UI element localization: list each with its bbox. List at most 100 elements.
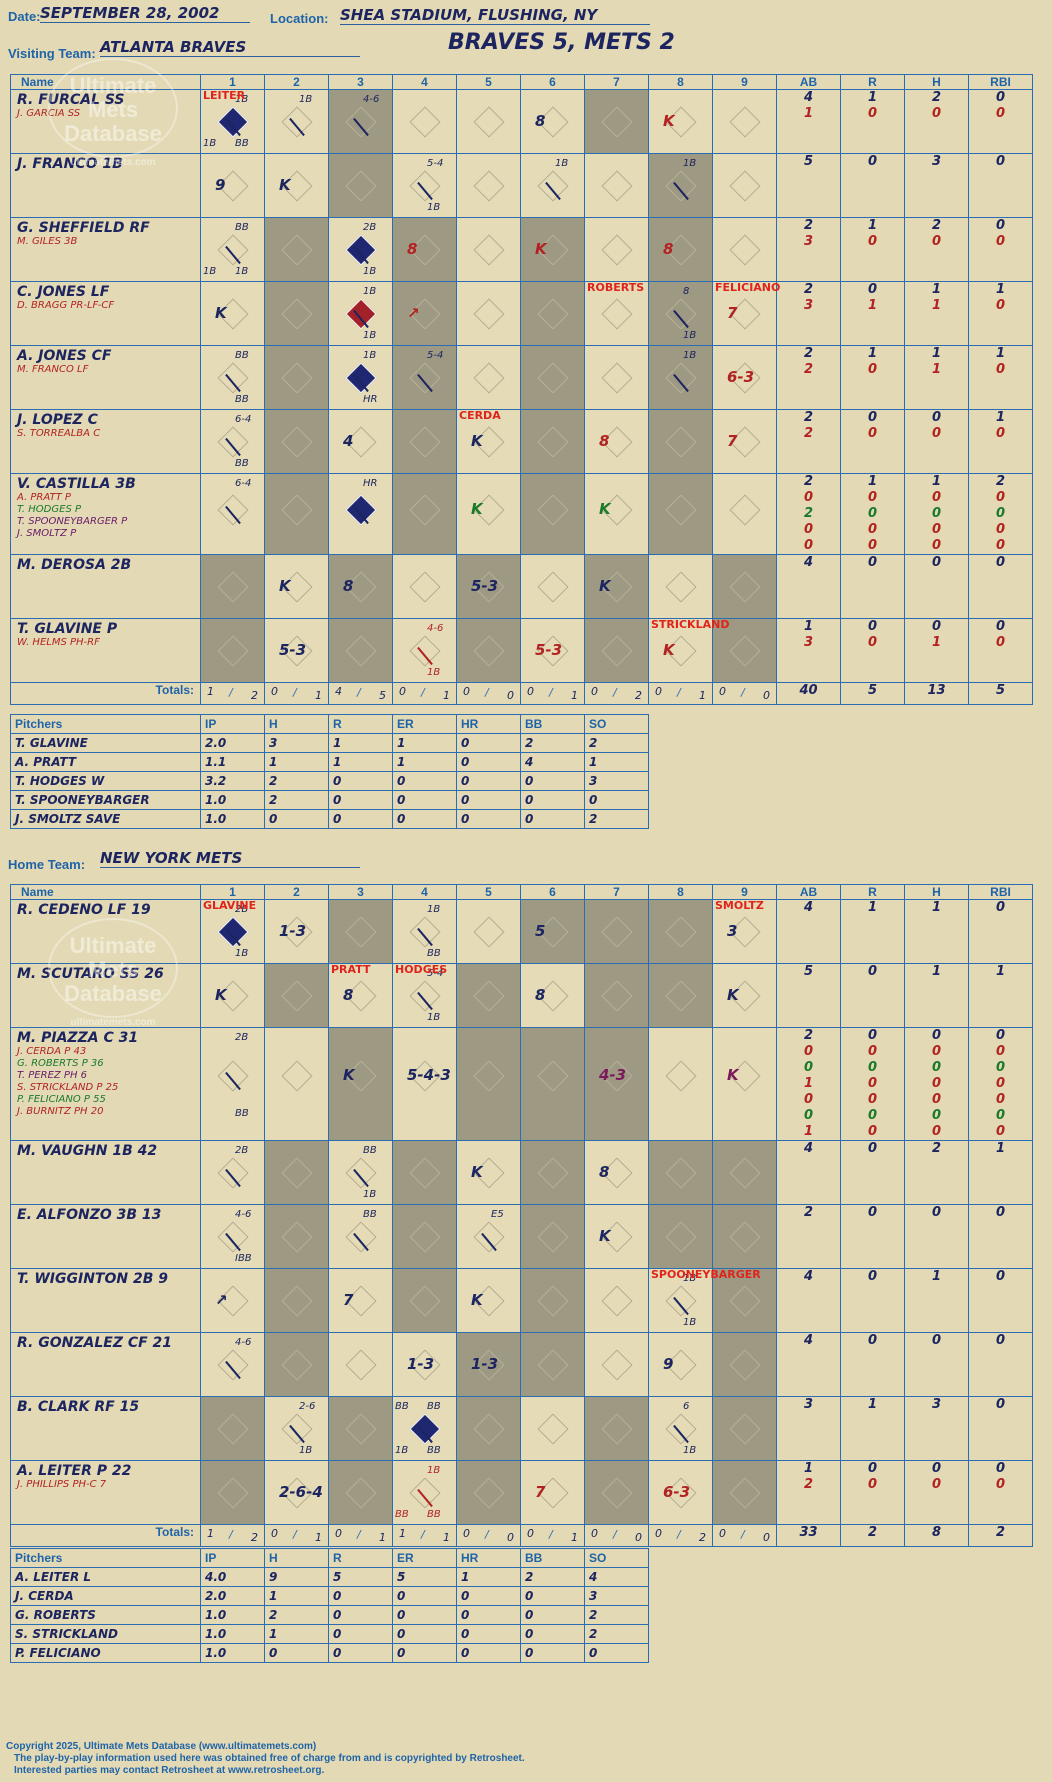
stat-value: 0	[931, 1092, 942, 1107]
inning-runs-hits: 0 / 1	[264, 682, 329, 705]
play-note: 6	[683, 1401, 690, 1412]
stat-value: 2	[931, 90, 942, 106]
play-note: BB	[235, 394, 249, 405]
inning-hits: 2	[699, 1531, 706, 1544]
stat-value: 0	[995, 362, 1006, 377]
play-note: BB	[235, 458, 249, 469]
stat-value: 2	[995, 474, 1006, 490]
stat-rbi: 0	[968, 1396, 1033, 1461]
play-note: 5-4	[427, 968, 444, 979]
stat-r: 1	[840, 1396, 905, 1461]
stat-value: 0	[995, 154, 1006, 170]
play-note: 4-6	[235, 1337, 252, 1348]
stat-value: 0	[995, 635, 1006, 650]
scored-run-diamond	[409, 1413, 441, 1445]
slash-divider: /	[229, 1528, 233, 1541]
batter-name: E. ALFONZO 3B 13	[17, 1207, 162, 1223]
play-result: ↗	[407, 304, 420, 322]
pitching-stat: 0	[456, 1643, 521, 1663]
base-diamond	[473, 635, 505, 667]
inning-cell	[648, 963, 713, 1028]
stat-value: 0	[867, 410, 878, 426]
play-note: 2B	[363, 222, 377, 233]
stat-value: 0	[995, 1028, 1006, 1044]
batter-row: J. LOPEZ C S. TORREALBA C 6-4 BB 4 K CERDA 8 7 2 2…	[10, 409, 1033, 474]
batter-name-cell: E. ALFONZO 3B 13	[10, 1204, 201, 1269]
base-diamond	[473, 234, 505, 266]
stat-value: 1	[867, 474, 878, 490]
base-diamond	[665, 1221, 697, 1253]
stat-value: 3	[931, 154, 942, 170]
inning-runs: 0	[719, 1527, 726, 1540]
base-diamond	[217, 426, 249, 458]
stat-value: 0	[995, 1269, 1006, 1285]
inning-cell	[584, 618, 649, 683]
inning-cell	[712, 1204, 777, 1269]
inning-cell: 9	[200, 153, 265, 218]
inning-cell	[200, 554, 265, 619]
stat-value: 0	[867, 619, 878, 635]
base-diamond	[601, 1413, 633, 1445]
stat-value: 1	[931, 900, 942, 916]
inning-cell: BB BB	[200, 345, 265, 410]
play-result: 6-3	[727, 368, 755, 386]
stat-ab: 5	[776, 153, 841, 218]
base-diamond	[537, 170, 569, 202]
pitching-stat: 2	[264, 771, 329, 791]
base-diamond	[665, 1413, 697, 1445]
pitching-stat: 1	[264, 1586, 329, 1606]
stat-value: 0	[995, 1124, 1006, 1139]
pitching-stat: 1	[392, 752, 457, 772]
play-note: BB	[427, 1445, 441, 1456]
inning-cell: 7	[712, 409, 777, 474]
stat-ab: 4	[776, 899, 841, 964]
base-diamond	[665, 426, 697, 458]
play-note: BB	[235, 138, 249, 149]
play-note: 1B	[427, 1012, 441, 1023]
base-diamond	[729, 635, 761, 667]
base-diamond	[537, 362, 569, 394]
play-result: 5	[535, 922, 546, 940]
slash-divider: /	[485, 1528, 489, 1541]
stat-value: 3	[803, 234, 814, 249]
stat-value: 2	[803, 282, 814, 298]
pitching-header: H	[264, 714, 329, 734]
column-header: Name	[10, 884, 201, 900]
play-result: 8	[407, 240, 418, 258]
pitching-stat: 0	[456, 1605, 521, 1625]
play-result: 8	[535, 986, 546, 1004]
inning-cell	[392, 554, 457, 619]
stat-value: 2	[803, 410, 814, 426]
stat-value: 2	[803, 362, 814, 377]
column-header: 3	[328, 74, 393, 90]
slash-divider: /	[613, 686, 617, 699]
pitcher-row: T. GLAVINE 2.0 3 1 1 0 2 2	[10, 733, 649, 753]
pitching-stat: 0	[392, 1643, 457, 1663]
batter-name-cell: T. WIGGINTON 2B 9	[10, 1268, 201, 1333]
scored-run-diamond	[345, 494, 377, 526]
play-result: 7	[727, 304, 738, 322]
pitching-stat: 0	[264, 1643, 329, 1663]
stat-ab: 3	[776, 1396, 841, 1461]
stat-rbi: 0	[968, 899, 1033, 964]
stat-value: 3	[803, 298, 814, 313]
base-diamond	[729, 1413, 761, 1445]
play-result: 6-3	[663, 1483, 691, 1501]
play-note: 2-6	[299, 1401, 316, 1412]
home-pitching-table: Pitchers IP H R ER HR BB SO A. LEITER L 4.0 9 5 5 1 2 4…	[10, 1548, 649, 1663]
base-diamond	[409, 362, 441, 394]
batter-row: M. PIAZZA C 31 J. CERDA P 43 G. ROBERTS P …	[10, 1027, 1033, 1141]
inning-runs-hits: 0 / 0	[712, 682, 777, 705]
stat-value: 0	[803, 1092, 814, 1107]
inning-cell	[584, 1268, 649, 1333]
base-diamond	[345, 1157, 377, 1189]
base-diamond	[537, 1349, 569, 1381]
pitcher-change-label: GLAVINE	[203, 899, 257, 912]
